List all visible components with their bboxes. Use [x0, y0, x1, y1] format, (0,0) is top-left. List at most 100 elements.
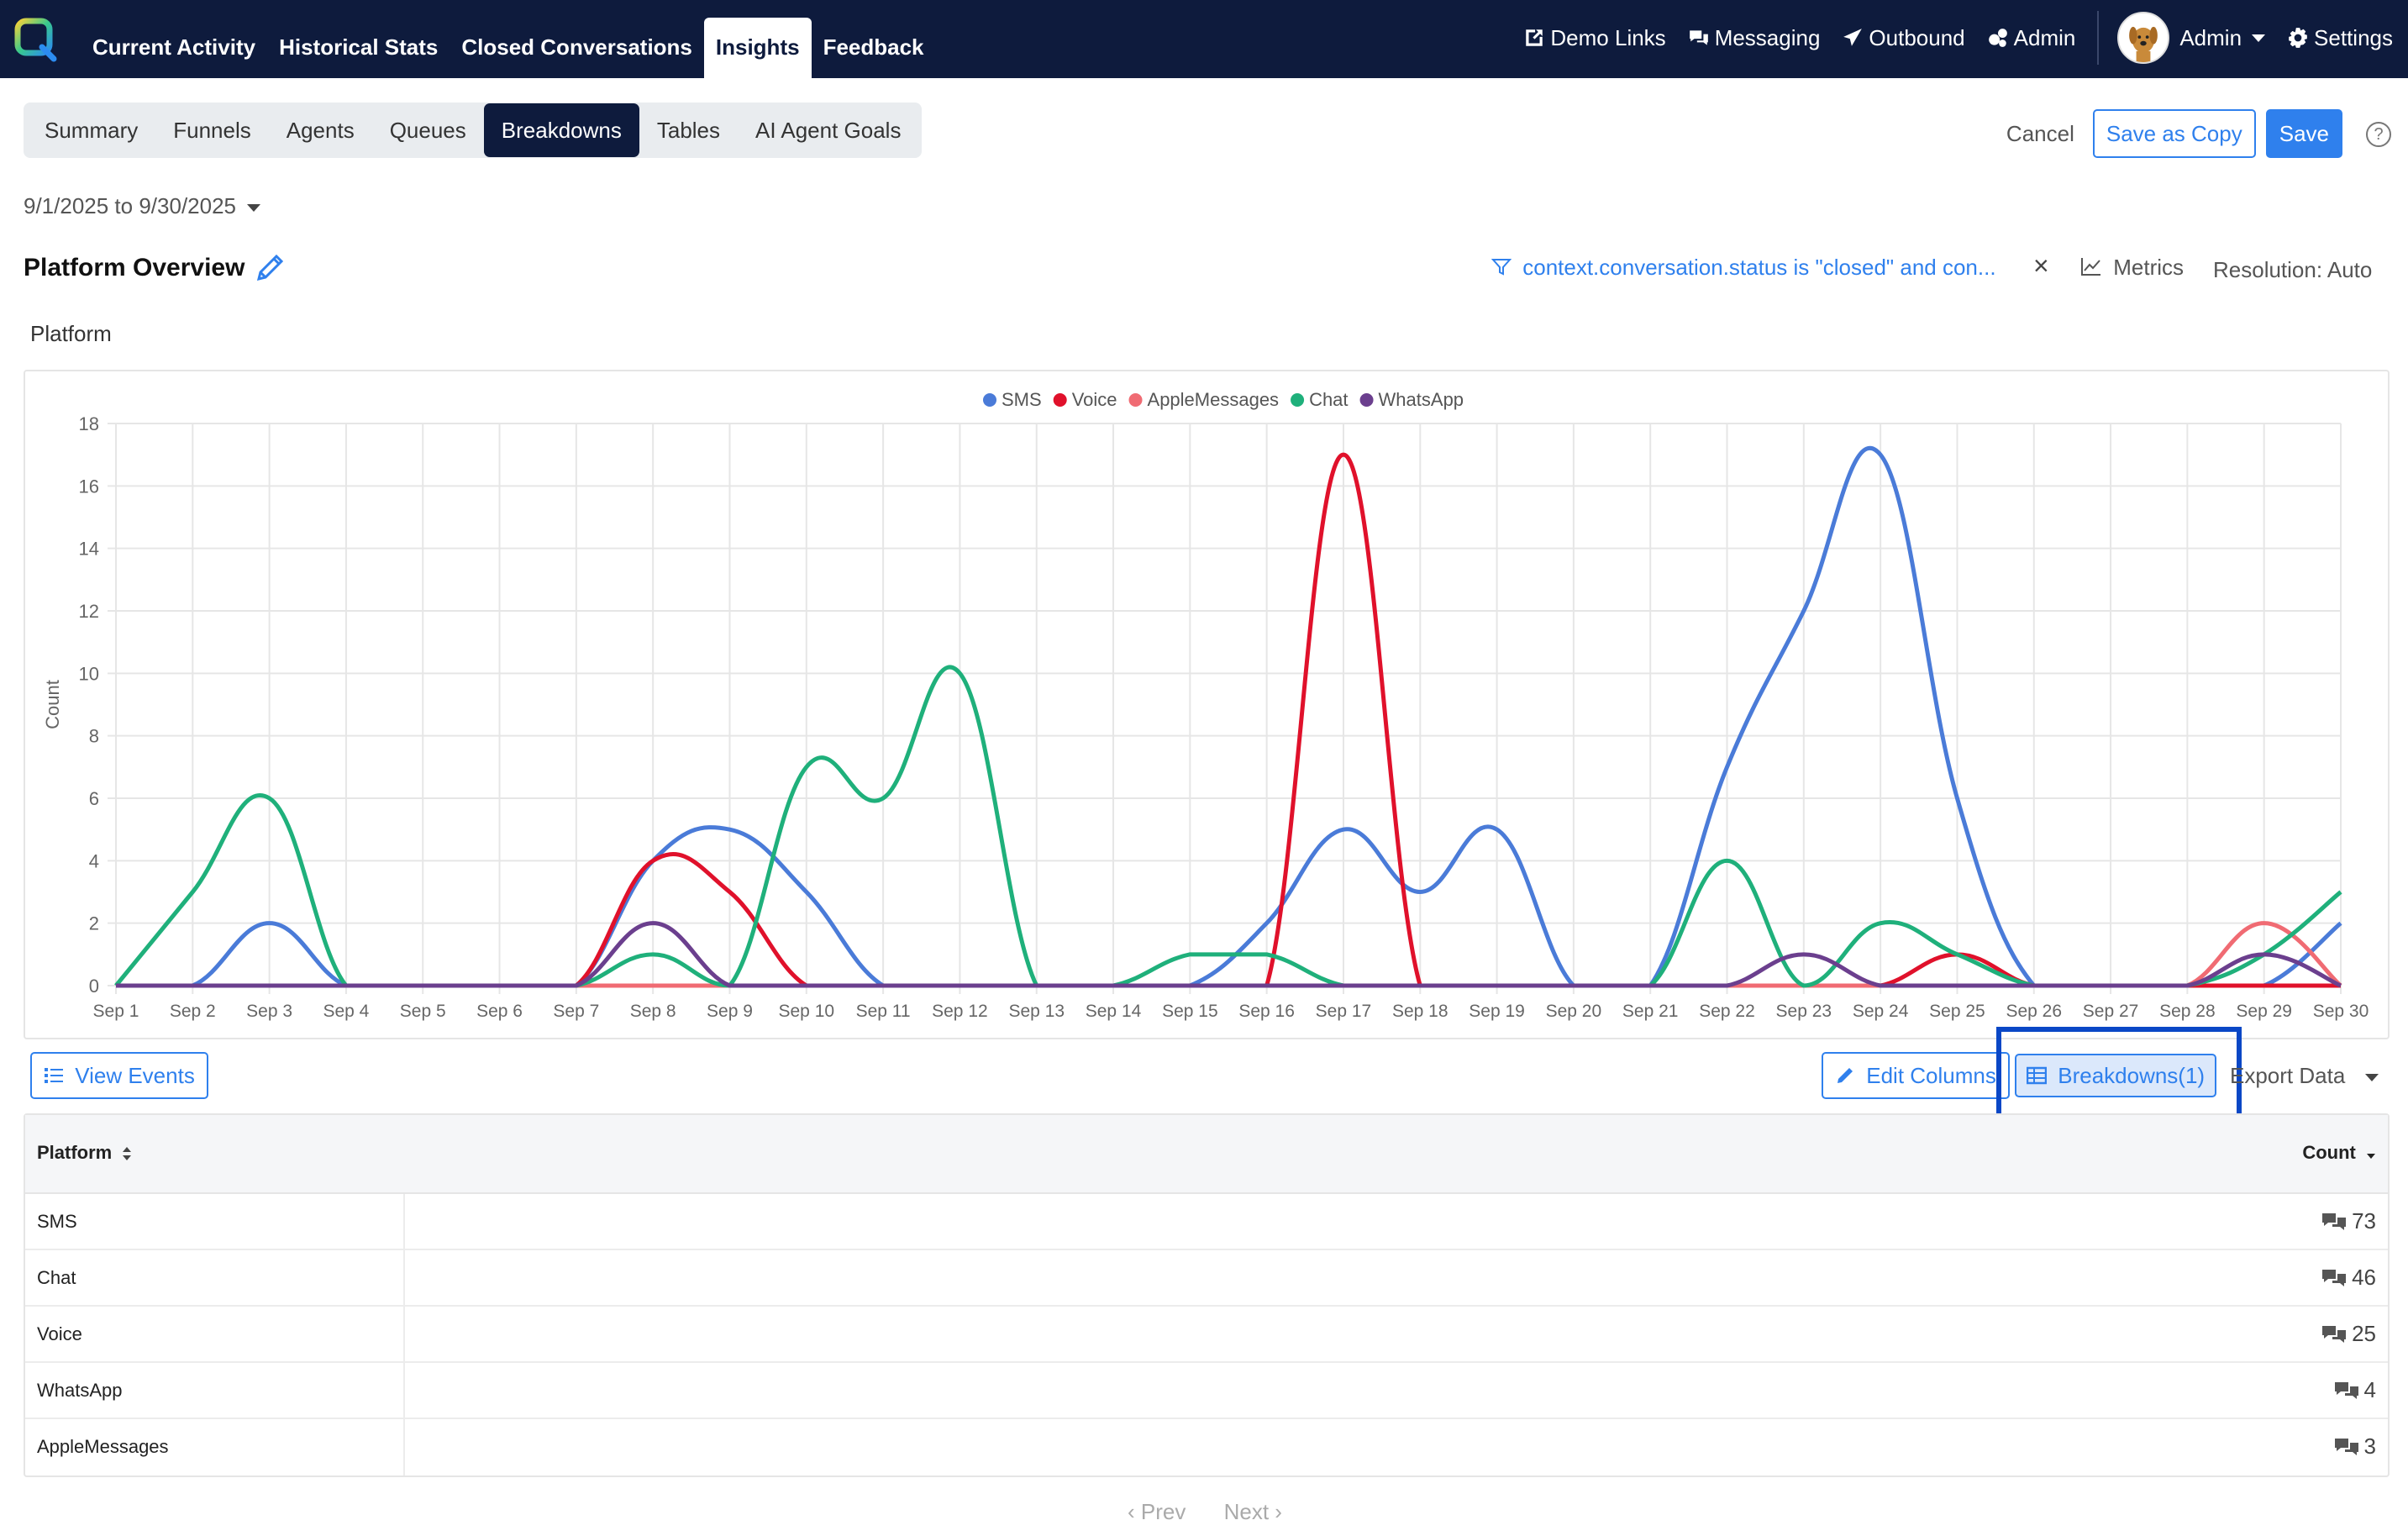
y-tick-label: 16 [79, 476, 99, 497]
series-line-sms [115, 445, 2342, 988]
platform-column-header[interactable]: Platform [37, 1142, 132, 1164]
table-row[interactable]: AppleMessages 3 [25, 1419, 2388, 1476]
legend-label-chat: Chat [1309, 389, 1348, 410]
y-tick-label: 6 [89, 788, 99, 809]
nav-historical-stats[interactable]: Historical Stats [279, 34, 439, 60]
nav-insights[interactable]: Insights [703, 18, 812, 78]
legend-label-sms: SMS [1002, 389, 1042, 410]
edit-pencil-icon[interactable] [254, 250, 287, 284]
app-logo-icon[interactable] [13, 17, 59, 62]
outbound-link[interactable]: Outbound [1842, 24, 1965, 51]
filter-icon [1491, 259, 1512, 276]
legend-swatch-sms [983, 393, 996, 407]
platform-line-chart: 0 2 4 6 8 10 12 14 16 18 Sep 1 Sep 2 Sep 3 Sep 4 Sep 5… [24, 370, 2390, 1039]
view-events-button[interactable]: View Events [30, 1052, 208, 1099]
tab-ai-agent-goals[interactable]: AI Agent Goals [755, 118, 902, 143]
table-row[interactable]: SMS 73 [25, 1194, 2388, 1250]
tab-queues[interactable]: Queues [389, 118, 466, 143]
x-tick-label: Sep 15 [1162, 1002, 1218, 1021]
series-line-whatsapp [115, 921, 2342, 988]
external-link-icon [1526, 29, 1543, 46]
metrics-button[interactable]: Metrics [2080, 255, 2184, 281]
prev-page-button[interactable]: ‹ Prev [1128, 1499, 1186, 1524]
x-tick-label: Sep 14 [1086, 1002, 1142, 1021]
platform-cell: Chat [37, 1267, 76, 1288]
dog-avatar-icon [2119, 13, 2169, 62]
x-tick-label: Sep 7 [553, 1002, 599, 1021]
paper-plane-icon [1843, 29, 1863, 46]
breakdowns-label: Breakdowns(1) [2058, 1063, 2206, 1088]
nav-current-activity[interactable]: Current Activity [92, 34, 256, 60]
edit-columns-button[interactable]: Edit Columns [1822, 1052, 2010, 1099]
user-menu[interactable]: Admin [2179, 25, 2266, 51]
demo-links-label: Demo Links [1550, 24, 1666, 50]
tab-breakdowns[interactable]: Breakdowns [483, 103, 639, 157]
sort-icon [123, 1147, 132, 1160]
chevron-down-icon [2252, 34, 2266, 42]
tab-tables[interactable]: Tables [656, 118, 721, 143]
active-filter[interactable]: context.conversation.status is "closed" … [1491, 255, 1996, 281]
list-icon [45, 1068, 63, 1083]
count-cell: 4 [2334, 1377, 2376, 1403]
cancel-button[interactable]: Cancel [2006, 120, 2074, 146]
clear-filter-icon[interactable]: × [2033, 250, 2049, 281]
admin-link[interactable]: Admin [1987, 24, 2076, 51]
resolution-selector[interactable]: Resolution: Auto [2213, 257, 2373, 282]
count-cell: 46 [2321, 1265, 2376, 1291]
tab-agents[interactable]: Agents [286, 118, 355, 143]
x-tick-label: Sep 23 [1776, 1002, 1832, 1021]
nav-closed-conversations[interactable]: Closed Conversations [461, 34, 692, 60]
table-row[interactable]: Voice 25 [25, 1307, 2388, 1363]
x-tick-label: Sep 11 [856, 1002, 911, 1021]
nav-feedback[interactable]: Feedback [823, 34, 924, 60]
user-avatar[interactable] [2117, 12, 2170, 64]
table-row[interactable]: WhatsApp 4 [25, 1363, 2388, 1419]
y-tick-label: 8 [89, 726, 99, 747]
legend-swatch-chat [1291, 393, 1305, 407]
outbound-label: Outbound [1869, 24, 1965, 50]
table-icon [2026, 1066, 2048, 1085]
legend-label-applemessages: AppleMessages [1148, 389, 1280, 410]
count-value: 46 [2352, 1265, 2376, 1290]
export-data-dropdown[interactable]: Export Data [2230, 1063, 2379, 1089]
demo-links-link[interactable]: Demo Links [1523, 24, 1666, 51]
x-tick-label: Sep 3 [246, 1002, 292, 1021]
column-divider [403, 1363, 405, 1418]
messaging-link[interactable]: Messaging [1688, 24, 1821, 51]
table-row[interactable]: Chat 46 [25, 1250, 2388, 1307]
edit-columns-label: Edit Columns [1866, 1063, 1996, 1088]
y-tick-label: 4 [89, 850, 99, 871]
platform-cell: SMS [37, 1211, 77, 1232]
sort-desc-icon [2367, 1154, 2375, 1159]
settings-link[interactable]: Settings [2287, 25, 2393, 51]
breakdowns-button[interactable]: Breakdowns(1) [2015, 1054, 2217, 1097]
save-as-copy-button[interactable]: Save as Copy [2092, 109, 2256, 158]
admin-label: Admin [2013, 24, 2076, 50]
platform-cell: WhatsApp [37, 1380, 123, 1401]
save-button[interactable]: Save [2265, 109, 2342, 158]
gear-icon [2289, 28, 2307, 48]
insights-subtabs: Summary Funnels Agents Queues Breakdowns… [24, 103, 923, 158]
tab-funnels[interactable]: Funnels [173, 118, 251, 143]
tab-summary[interactable]: Summary [45, 118, 139, 143]
comments-icon [2322, 1270, 2347, 1286]
y-axis-label: Count [42, 680, 63, 729]
y-tick-label: 2 [89, 913, 99, 934]
x-tick-label: Sep 6 [476, 1002, 523, 1021]
cogs-icon [1988, 29, 2007, 47]
x-tick-label: Sep 30 [2313, 1002, 2369, 1021]
x-tick-label: Sep 1 [93, 1002, 139, 1021]
platform-cell: Voice [37, 1323, 82, 1344]
page-title: Platform Overview [24, 254, 245, 281]
comments-icon [2334, 1439, 2358, 1455]
next-page-button[interactable]: Next › [1223, 1499, 1282, 1524]
count-column-header[interactable]: Count [2302, 1142, 2376, 1164]
series-line-chat [114, 665, 2342, 988]
nav-right: Demo Links Messaging Outbound Admin [1501, 0, 2393, 76]
x-tick-label: Sep 13 [1008, 1002, 1065, 1021]
date-range-picker[interactable]: 9/1/2025 to 9/30/2025 [24, 193, 261, 219]
legend-swatch-whatsapp [1359, 393, 1374, 407]
messaging-label: Messaging [1714, 24, 1821, 50]
help-icon[interactable]: ? [2366, 122, 2391, 147]
export-data-label: Export Data [2230, 1063, 2346, 1088]
